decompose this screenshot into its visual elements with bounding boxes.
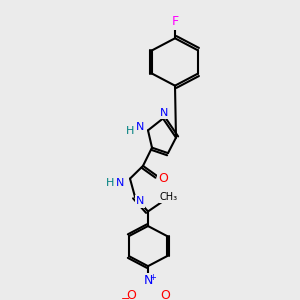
Text: N: N	[116, 178, 124, 188]
Text: N: N	[136, 122, 144, 132]
Text: +: +	[150, 274, 156, 283]
Text: N: N	[136, 196, 144, 206]
Text: H: H	[106, 178, 114, 188]
Text: −: −	[121, 294, 131, 300]
Text: CH₃: CH₃	[160, 192, 178, 202]
Text: HN: HN	[108, 178, 124, 188]
Text: H: H	[126, 126, 134, 136]
Text: O: O	[126, 289, 136, 300]
Text: O: O	[158, 172, 168, 185]
Text: O: O	[160, 289, 170, 300]
Text: N: N	[160, 108, 168, 118]
Text: F: F	[171, 15, 178, 28]
Text: N: N	[143, 274, 153, 287]
